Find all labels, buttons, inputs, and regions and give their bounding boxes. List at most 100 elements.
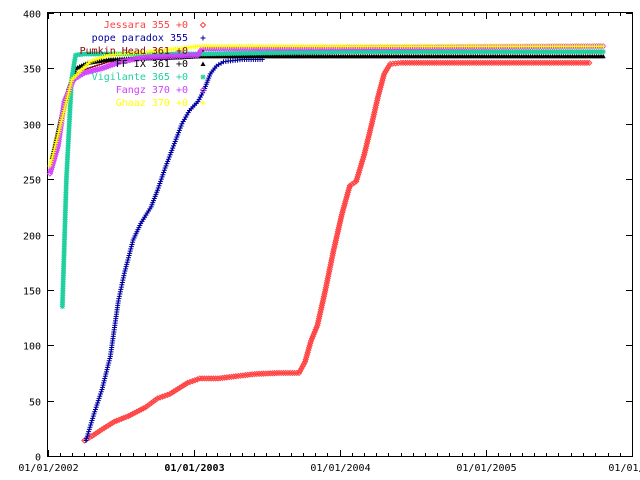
data-point (385, 62, 393, 70)
data-point (424, 59, 431, 67)
legend-item: FF IX 361 +0 (116, 59, 206, 70)
data-point (546, 59, 553, 67)
x-tick-label: 01/01/2004 (310, 463, 370, 474)
data-point (51, 147, 57, 153)
data-point (64, 96, 70, 102)
data-point (540, 43, 547, 50)
data-point (197, 47, 204, 54)
data-point (547, 43, 554, 50)
data-point (237, 372, 244, 379)
data-point (182, 380, 189, 388)
data-point (543, 59, 551, 67)
data-point (408, 59, 416, 67)
data-point (190, 52, 197, 59)
data-point (557, 59, 564, 67)
data-point (588, 43, 596, 50)
data-point (155, 187, 161, 193)
data-point (86, 426, 92, 432)
data-point (475, 59, 482, 67)
data-point (99, 387, 105, 393)
data-point (109, 419, 116, 427)
data-point (550, 59, 557, 67)
data-point (56, 130, 62, 136)
data-point (148, 399, 155, 407)
data-point (183, 52, 190, 59)
data-point (528, 59, 535, 67)
data-point (521, 59, 529, 67)
data-point (94, 428, 102, 436)
data-point (176, 384, 183, 392)
data-point (264, 370, 272, 377)
x-tick-label: 01/01/2002 (18, 463, 78, 474)
data-point (386, 60, 394, 68)
data-point (239, 372, 247, 379)
data-point (168, 389, 176, 396)
data-point (564, 43, 572, 50)
data-point (122, 268, 128, 274)
data-point (430, 59, 438, 67)
data-point (477, 59, 484, 67)
data-point (203, 375, 210, 382)
data-point (166, 390, 174, 398)
legend-label: pope paradox 355 (92, 33, 188, 44)
data-point (158, 176, 164, 182)
data-point (126, 253, 132, 259)
data-point (566, 59, 573, 67)
data-point (48, 158, 54, 164)
data-point (196, 375, 204, 382)
data-point (484, 59, 491, 67)
data-point (473, 59, 480, 67)
legend-item: Jessara 355 +0 (104, 20, 207, 31)
legend-label: Pumkin Head 361 +0 (80, 46, 188, 57)
data-point (102, 373, 108, 379)
data-point (54, 134, 60, 140)
y-tick-label: 50 (29, 398, 41, 409)
legend-item: Ghaaz 370 +0 (116, 98, 206, 109)
x-tick-label: 01/01/20 (608, 463, 640, 474)
data-point (176, 52, 183, 60)
data-point (122, 413, 130, 421)
data-point (184, 379, 191, 387)
data-point (54, 136, 60, 142)
data-point (173, 136, 179, 142)
plot-frame (47, 12, 633, 457)
data-point (61, 110, 67, 116)
data-point (417, 59, 425, 67)
data-point (497, 59, 504, 67)
data-point (486, 59, 493, 67)
data-point (91, 65, 94, 68)
data-point (144, 402, 151, 410)
data-point (501, 59, 509, 67)
data-point (88, 432, 96, 440)
data-point (555, 59, 562, 67)
data-point (177, 125, 183, 131)
data-point (439, 59, 447, 67)
data-point (286, 369, 294, 377)
data-point (174, 385, 181, 393)
data-point (262, 370, 269, 377)
data-point (255, 370, 263, 378)
data-point (169, 52, 177, 60)
data-point (50, 152, 56, 158)
data-point (140, 405, 147, 412)
data-point (510, 59, 518, 67)
legend-item: pope paradox 355 (92, 33, 206, 44)
x-tick-label: 01/01/2003 (164, 463, 224, 474)
data-point (426, 59, 433, 67)
data-point (105, 362, 111, 368)
data-point (512, 59, 520, 67)
data-point (428, 59, 436, 67)
data-point (159, 393, 166, 400)
data-point (415, 59, 422, 67)
data-point (50, 150, 56, 156)
x-tick-label: 01/01/2005 (456, 463, 516, 474)
data-point (56, 127, 62, 133)
legend-item: Fangz 370 +0 (116, 85, 207, 96)
y-tick-label: 0 (35, 453, 41, 464)
data-point (165, 156, 171, 162)
data-point (392, 60, 399, 67)
series-layer (46, 43, 607, 444)
data-point (235, 372, 242, 380)
data-point (593, 43, 600, 50)
